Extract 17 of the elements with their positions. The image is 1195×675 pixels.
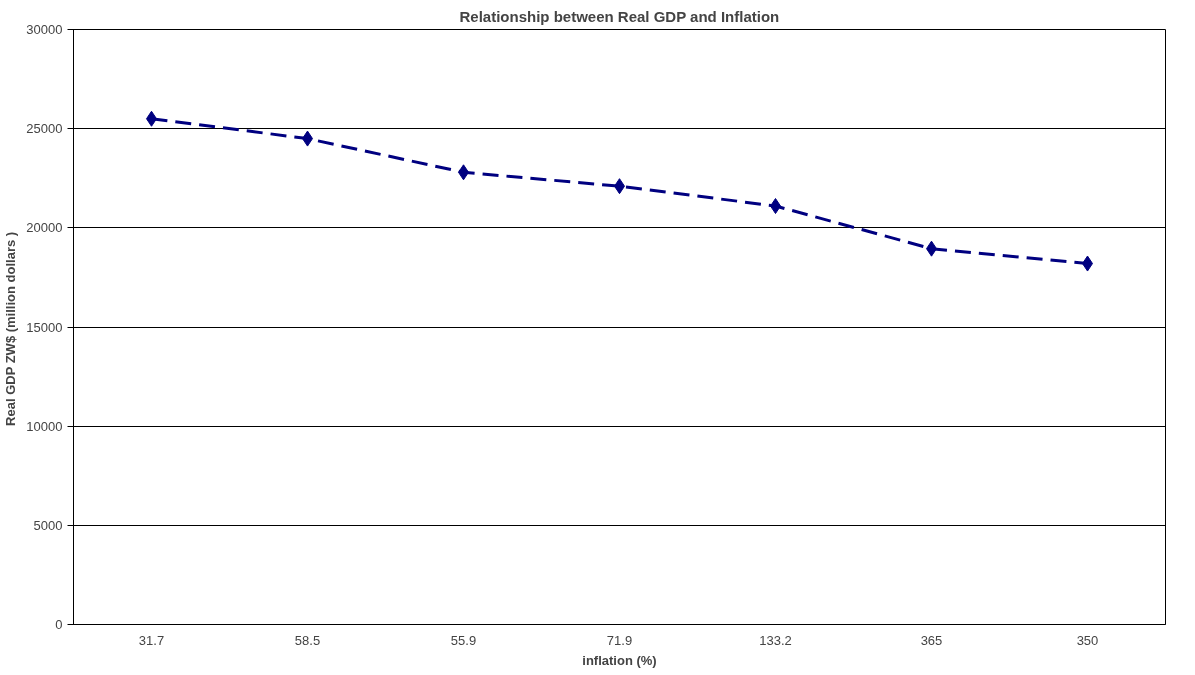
x-tick-label: 71.9	[606, 632, 633, 648]
y-tick-label: 20000	[26, 220, 63, 236]
y-tick-label: 0	[55, 617, 63, 632]
y-tick-label: 10000	[26, 418, 63, 434]
x-tick-label: 55.9	[450, 632, 477, 648]
chart-title: Relationship between Real GDP and Inflation	[459, 7, 780, 25]
x-tick-label: 350	[1076, 632, 1099, 648]
x-axis-title: inflation (%)	[582, 652, 657, 668]
x-tick-label: 58.5	[294, 632, 321, 648]
x-tick-label: 31.7	[138, 632, 165, 648]
x-tick-label: 133.2	[759, 632, 792, 648]
y-tick-label: 30000	[26, 22, 63, 37]
y-axis-title: Real GDP ZW$ (million dollars )	[3, 231, 19, 426]
y-tick-label: 15000	[26, 319, 63, 335]
y-tick-label: 25000	[26, 121, 63, 137]
y-tick-label: 5000	[33, 517, 63, 533]
x-tick-label: 365	[920, 632, 943, 648]
